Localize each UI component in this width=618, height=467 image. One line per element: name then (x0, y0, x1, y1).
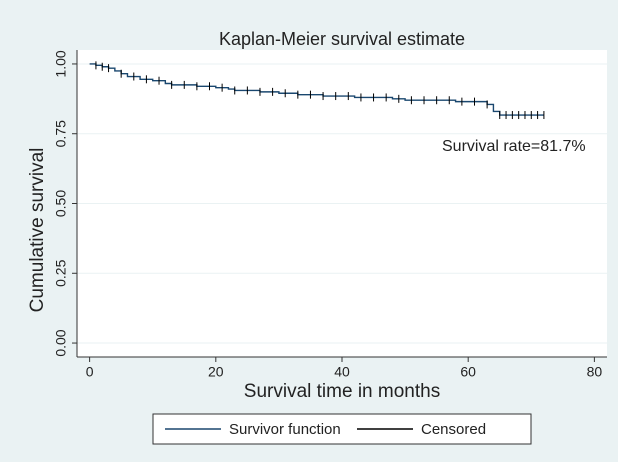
x-tick-label: 0 (86, 364, 94, 380)
y-tick-label: 0.00 (53, 329, 69, 356)
y-tick-label: 0.25 (53, 259, 69, 286)
x-tick-label: 60 (460, 364, 476, 380)
y-tick-label: 0.50 (53, 190, 69, 217)
x-tick-label: 20 (208, 364, 224, 380)
y-axis-title: Cumulative survival (27, 148, 48, 313)
x-axis-title: Survival time in months (244, 381, 440, 402)
annotation: Survival rate=81.7% (442, 138, 586, 155)
legend-label: Censored (421, 421, 486, 438)
legend-label: Survivor function (229, 421, 341, 438)
y-tick-label: 1.00 (53, 50, 69, 77)
survival-line (89, 63, 544, 116)
x-tick-label: 80 (587, 364, 603, 380)
x-tick-label: 40 (334, 364, 350, 380)
y-tick-label: 0.75 (53, 120, 69, 147)
chart-title: Kaplan-Meier survival estimate (219, 29, 465, 49)
